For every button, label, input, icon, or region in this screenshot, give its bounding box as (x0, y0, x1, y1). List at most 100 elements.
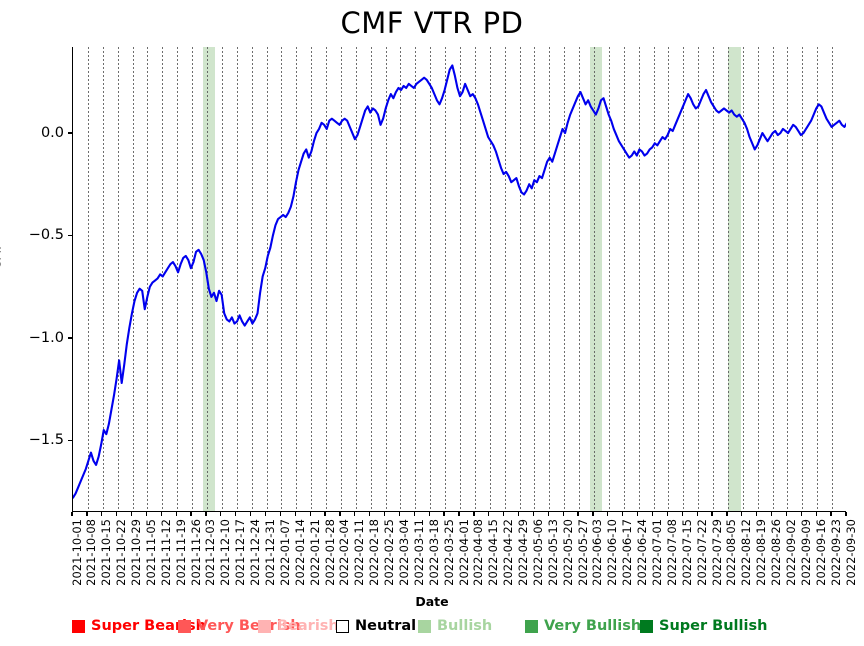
x-tick-label: 2022-02-04 (337, 519, 352, 586)
x-tick-mark (324, 512, 326, 516)
x-tick-mark (756, 512, 758, 516)
legend-item-bearish[interactable]: Bearish (258, 618, 339, 634)
x-tick-mark (547, 512, 549, 516)
x-tick-mark (354, 512, 356, 516)
grid-line (623, 47, 625, 511)
legend-swatch-icon (525, 619, 538, 633)
legend-item-very-bearish[interactable]: Very Bearish (178, 618, 301, 634)
x-tick-label: 2022-07-22 (694, 519, 709, 586)
grid-line (489, 47, 491, 511)
grid-line (147, 47, 149, 511)
x-tick-mark (488, 512, 490, 516)
x-tick-mark (71, 512, 73, 516)
x-tick-mark (101, 512, 103, 516)
x-tick-label: 2022-04-01 (456, 519, 471, 586)
grid-line (817, 47, 819, 511)
x-tick-mark (86, 512, 88, 516)
grid-line (281, 47, 283, 511)
grid-line (832, 47, 834, 511)
x-tick-mark (160, 512, 162, 516)
y-tick-label: −1.0 (28, 329, 64, 346)
grid-line (787, 47, 789, 511)
x-tick-label: 2022-06-24 (635, 519, 650, 586)
x-tick-label: 2022-03-11 (411, 519, 426, 586)
x-tick-label: 2022-03-25 (441, 519, 456, 586)
legend-item-super-bearish[interactable]: Super Bearish (72, 618, 206, 634)
grid-line (251, 47, 253, 511)
grid-line (326, 47, 328, 511)
x-tick-mark (517, 512, 520, 516)
x-tick-mark (458, 512, 460, 516)
legend-item-very-bullish[interactable]: Very Bullish (525, 618, 641, 634)
x-tick-mark (666, 512, 669, 516)
x-tick-mark (249, 512, 252, 516)
x-tick-label: 2022-04-22 (501, 519, 516, 586)
x-tick-mark (651, 512, 654, 516)
x-tick-mark (696, 512, 698, 516)
x-tick-label: 2022-09-09 (798, 519, 813, 586)
x-tick-mark (622, 512, 624, 516)
x-tick-label: 2021-12-03 (203, 519, 218, 586)
legend-swatch-icon (336, 619, 349, 633)
grid-line (802, 47, 804, 511)
x-tick-label: 2022-08-26 (769, 519, 784, 586)
grid-line (504, 47, 506, 511)
x-tick-label: 2022-05-13 (545, 519, 560, 586)
legend-swatch-icon (640, 619, 653, 633)
x-tick-label: 2021-11-05 (143, 519, 158, 586)
series-polyline (73, 64, 846, 499)
x-tick-label: 2022-06-10 (605, 519, 620, 586)
x-tick-label: 2022-04-08 (471, 519, 486, 586)
x-tick-label: 2021-12-10 (218, 519, 233, 586)
grid-line (608, 47, 610, 511)
grid-line (266, 47, 268, 511)
x-tick-mark (175, 512, 177, 516)
x-tick-mark (279, 512, 282, 516)
legend: Super Bearish Very Bearish Bearish Neutral B… (0, 618, 864, 644)
grid-line (132, 47, 134, 511)
grid-line (102, 47, 104, 511)
legend-item-super-bullish[interactable]: Super Bullish (640, 618, 767, 634)
x-tick-label: 2022-07-29 (709, 519, 724, 586)
x-tick-label: 2021-12-31 (263, 519, 277, 586)
x-tick-label: 2022-01-07 (277, 519, 292, 586)
grid-line (236, 47, 238, 511)
x-tick-mark (339, 512, 341, 516)
x-tick-label: 2022-02-25 (382, 519, 397, 586)
x-tick-mark (800, 512, 802, 516)
x-tick-label: 2022-09-16 (813, 519, 828, 586)
legend-item-neutral[interactable]: Neutral (336, 618, 416, 634)
legend-label: Bullish (437, 618, 493, 634)
legend-item-bullish[interactable]: Bullish (418, 618, 492, 634)
x-tick-label: 2021-10-01 (69, 519, 84, 586)
grid-line (340, 47, 342, 511)
legend-label: Super Bullish (659, 618, 768, 634)
y-tick-label: −1.5 (28, 432, 64, 449)
legend-label: Very Bullish (544, 618, 642, 634)
x-tick-label: 2022-03-18 (426, 519, 441, 586)
legend-swatch-icon (72, 619, 85, 633)
legend-label: Very Bearish (197, 618, 301, 634)
x-tick-mark (145, 512, 148, 516)
y-tick-mark (68, 234, 72, 237)
x-tick-label: 2022-05-06 (530, 519, 545, 586)
x-tick-mark (220, 512, 222, 516)
x-tick-mark (636, 512, 639, 516)
grid-line (117, 47, 119, 511)
x-tick-mark (770, 512, 773, 516)
x-tick-mark (383, 512, 386, 516)
x-tick-label: 2022-05-20 (560, 519, 575, 586)
grid-line (549, 47, 551, 511)
x-tick-label: 2021-11-19 (173, 519, 188, 586)
x-tick-label: 2022-09-30 (843, 519, 858, 586)
x-tick-mark (443, 512, 445, 516)
grid-line (474, 47, 476, 511)
grid-line (311, 47, 313, 511)
y-tick-mark (68, 132, 72, 134)
x-tick-label: 2022-01-14 (292, 519, 307, 586)
x-tick-mark (830, 512, 832, 516)
x-tick-label: 2021-12-17 (233, 519, 248, 586)
x-tick-mark (264, 512, 267, 516)
grid-line (221, 47, 223, 511)
x-tick-label: 2022-02-18 (367, 519, 382, 586)
